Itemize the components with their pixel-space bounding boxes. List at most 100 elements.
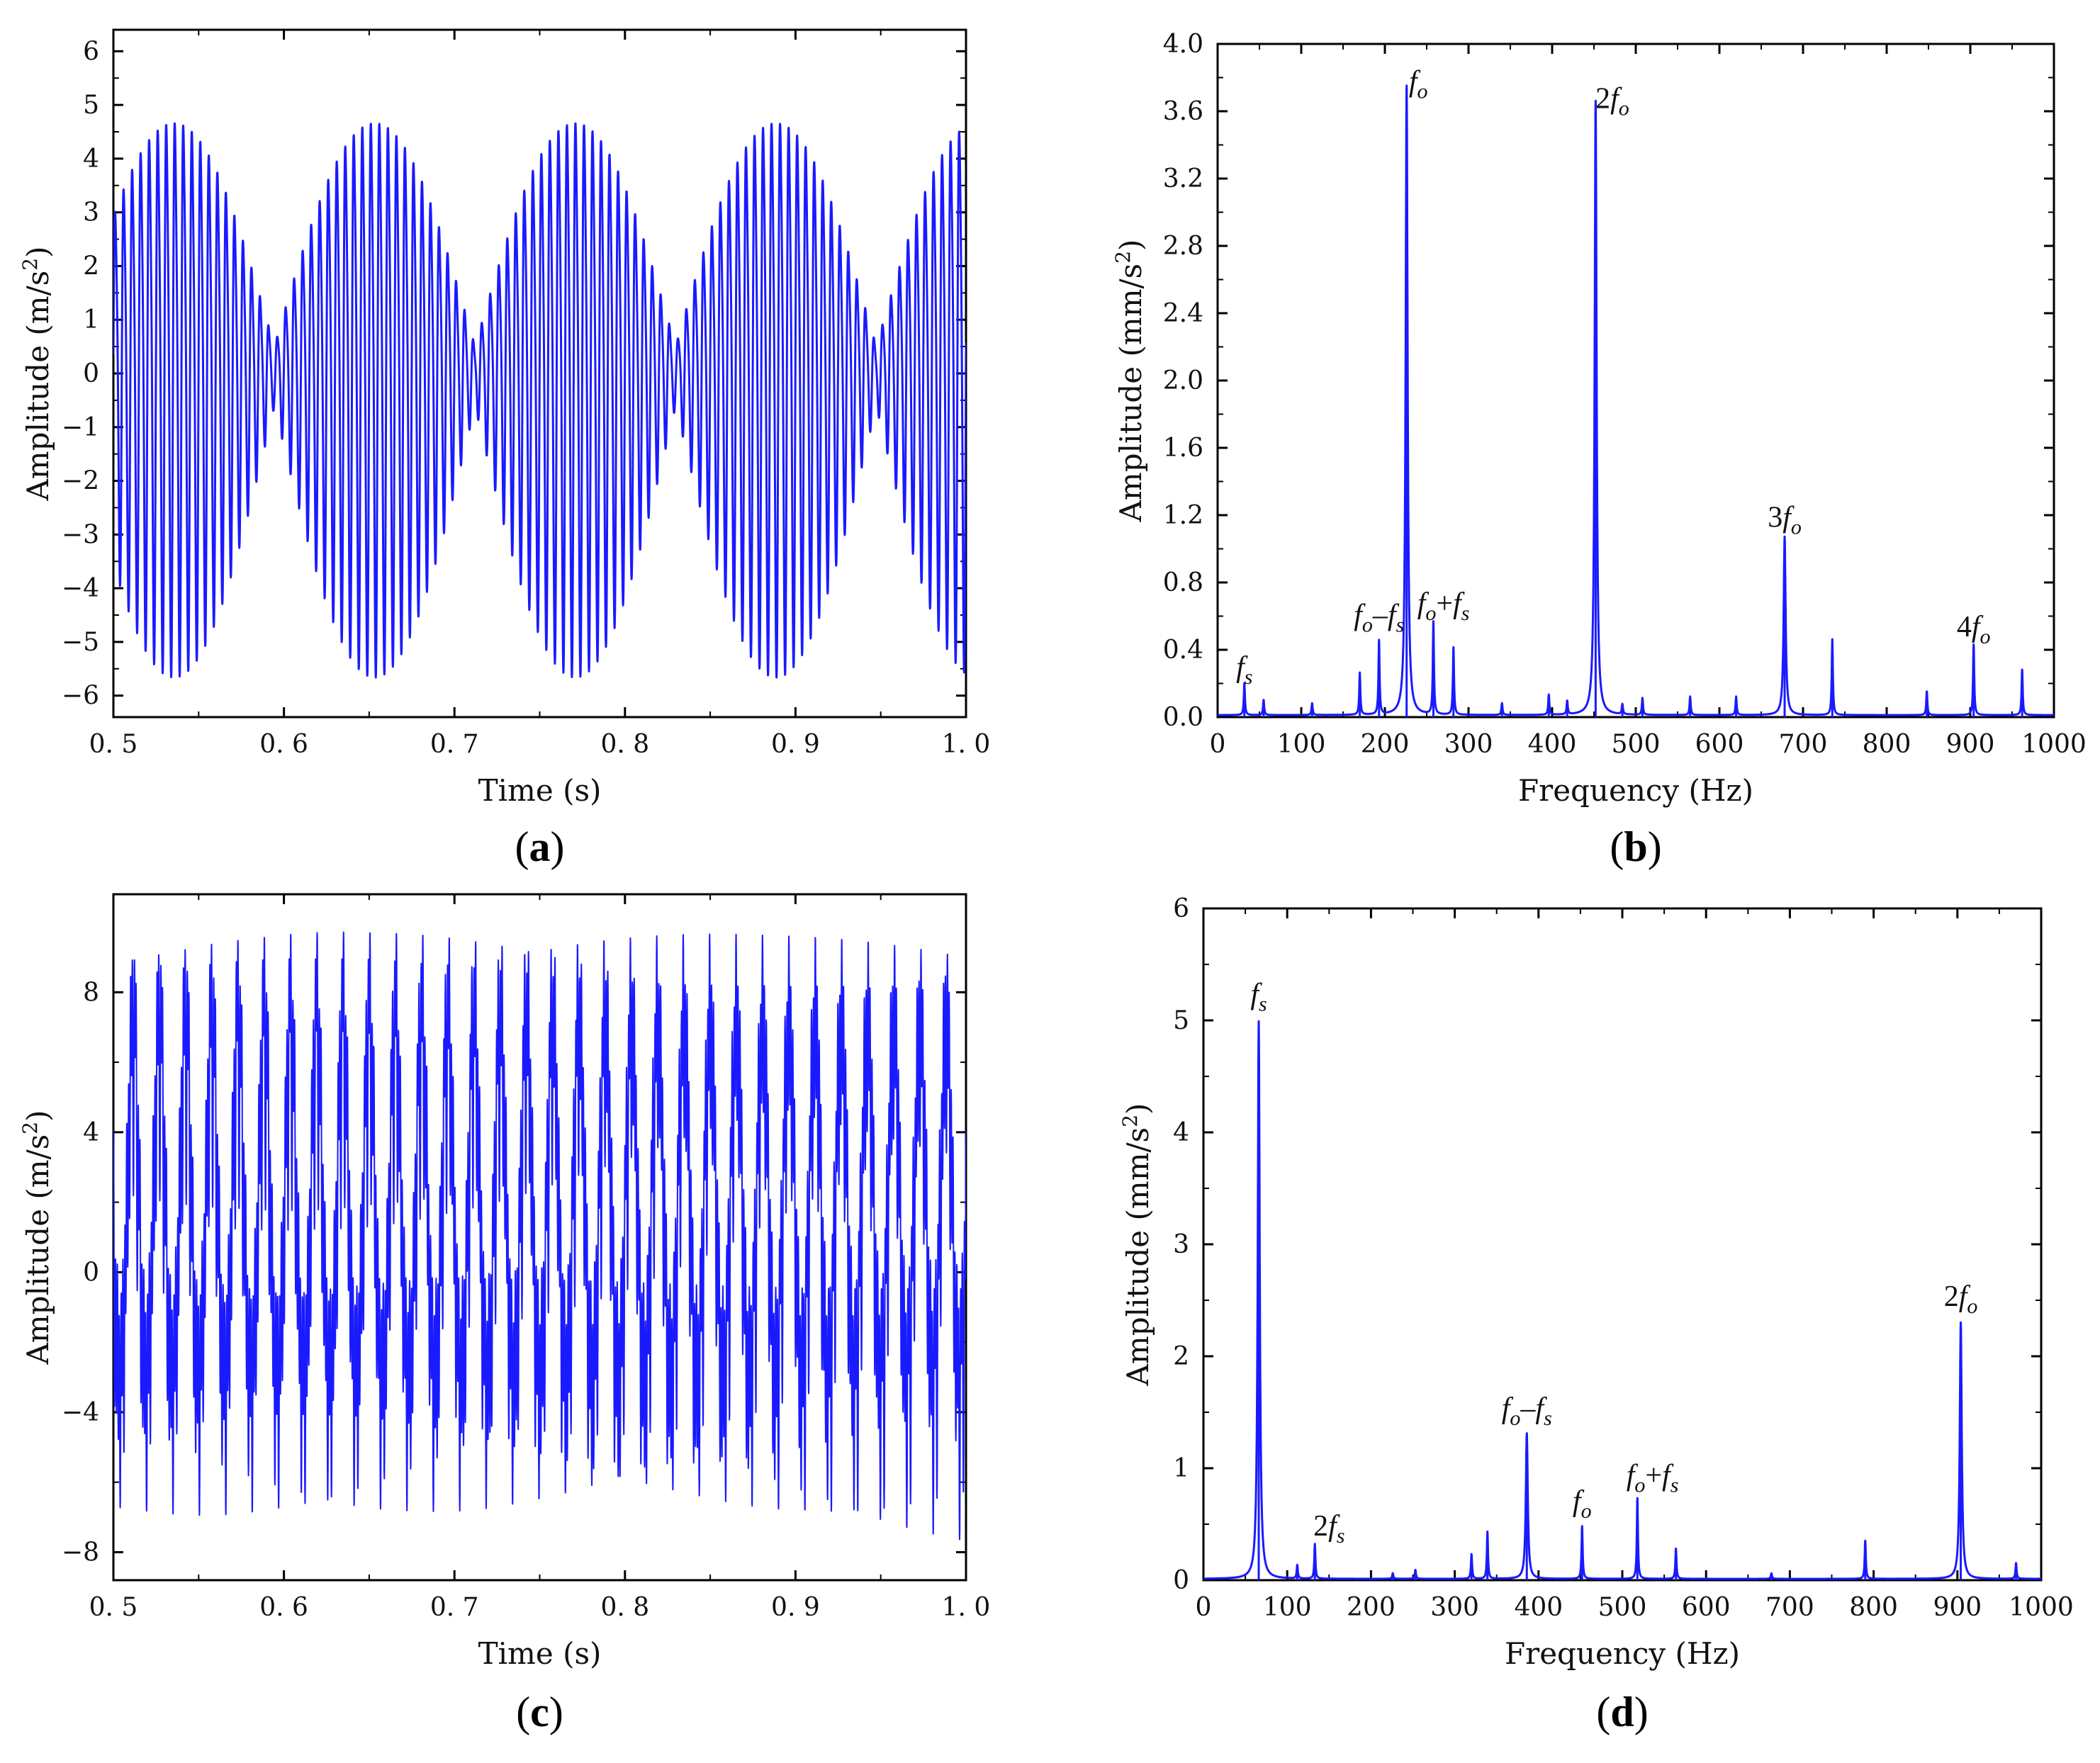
series-line <box>113 122 966 679</box>
annotation-sub: o <box>1417 80 1428 103</box>
x-tick-label: 0 <box>1196 1593 1212 1622</box>
y-tick-label: −1 <box>62 413 99 442</box>
x-axis-label: Time (s) <box>478 773 602 808</box>
x-tick-label: 0 <box>1210 730 1226 759</box>
y-axis-label: Amplitude (m/s2) <box>18 1110 55 1365</box>
y-tick-label: −4 <box>62 1398 99 1427</box>
y-tick-label: 3 <box>83 198 99 227</box>
x-tick-label: 600 <box>1682 1593 1731 1622</box>
y-tick-label: 4 <box>83 1118 99 1147</box>
annotation-op: – <box>1372 599 1388 631</box>
series-line <box>113 931 966 1540</box>
annotation-sub: o <box>1634 1474 1645 1497</box>
y-tick-label: −8 <box>62 1538 99 1567</box>
y-tick-label: 3.2 <box>1163 164 1203 193</box>
plot-frame <box>1202 907 2043 1582</box>
y-axis-label-main: Amplitude (mm/s <box>1121 1127 1155 1387</box>
y-tick-label: −5 <box>62 628 99 657</box>
panel-label-letter: b <box>1624 823 1647 870</box>
chart-panel-a: 0. 5 0. 6 0. 7 0. 8 0. 9 1. 0 −6 −5 −4 −3 −2 −1 0 1 2 3… <box>18 28 991 870</box>
x-tick-label: 1000 <box>2021 730 2087 759</box>
y-tick-label: 8 <box>83 978 99 1007</box>
x-tick-label: 700 <box>1779 730 1828 759</box>
panel-label-letter: c <box>530 1689 549 1735</box>
x-tick-label: 0. 9 <box>771 1593 820 1622</box>
y-tick-label: −2 <box>62 467 99 496</box>
annotation-sub: o <box>1510 1407 1520 1430</box>
x-tick-label: 0. 7 <box>430 1593 479 1622</box>
series-line <box>1203 1020 2041 1580</box>
x-tick-label: 400 <box>1528 730 1577 759</box>
y-axis-label-tail: ) <box>21 246 55 257</box>
x-tick-label: 1. 0 <box>942 730 991 759</box>
y-axis-label-sup: 2 <box>1111 251 1135 264</box>
x-axis-label: Time (s) <box>478 1636 602 1671</box>
annotation-sub: o <box>1619 96 1629 120</box>
panel-label-open: ( <box>515 823 529 870</box>
annotation-sub-2: s <box>1461 602 1470 625</box>
x-tick-label: 300 <box>1430 1593 1479 1622</box>
annotation-op: – <box>1520 1392 1536 1425</box>
x-axis-label: Frequency (Hz) <box>1518 773 1753 808</box>
x-tick-label: 400 <box>1514 1593 1563 1622</box>
peak-annotation: 2fs <box>1313 1510 1344 1548</box>
annotation-sub-2: s <box>1544 1407 1552 1430</box>
panel-label-close: ) <box>1634 1689 1649 1735</box>
y-axis-label-tail: ) <box>21 1110 55 1121</box>
y-tick-label: 2.4 <box>1163 299 1203 328</box>
panel-label-open: ( <box>516 1689 530 1735</box>
x-tick-label: 200 <box>1347 1593 1396 1622</box>
series-line <box>1218 84 2054 716</box>
y-axis-label-main: Amplitude (mm/s <box>1113 264 1148 523</box>
peak-annotation: fo <box>1409 66 1428 103</box>
panel-label-close: ) <box>1648 823 1662 870</box>
y-tick-label: 3.6 <box>1163 97 1203 126</box>
y-tick-label: 0 <box>83 1258 99 1287</box>
peak-annotation: fs <box>1236 651 1252 689</box>
annotation-op: + <box>1436 587 1453 620</box>
y-tick-label: 4 <box>1173 1118 1189 1147</box>
annotation-sub-2: s <box>1396 613 1405 636</box>
y-tick-label: 3 <box>1173 1230 1189 1259</box>
x-tick-label: 100 <box>1263 1593 1312 1622</box>
y-tick-label: 2.8 <box>1163 232 1203 261</box>
y-tick-label: 6 <box>1173 894 1189 923</box>
annotation-sub: o <box>1980 625 1991 648</box>
y-axis-label-sup: 2 <box>1118 1115 1142 1127</box>
annotation-coef: 3 <box>1768 502 1782 534</box>
annotation-sub: o <box>1967 1295 1977 1318</box>
y-tick-label: 1 <box>1173 1454 1189 1483</box>
y-axis-label-sup: 2 <box>18 258 42 271</box>
x-tick-label: 0. 6 <box>259 1593 308 1622</box>
y-axis-label-sup: 2 <box>18 1122 42 1134</box>
x-tick-label: 700 <box>1765 1593 1814 1622</box>
peak-annotation: fo+fs <box>1627 1460 1679 1497</box>
panel-label: (c) <box>516 1689 563 1735</box>
panel-label-close: ) <box>551 823 565 870</box>
annotation-sub: o <box>1581 1499 1592 1523</box>
x-tick-label: 100 <box>1277 730 1326 759</box>
peak-annotation: fo–fs <box>1354 599 1404 636</box>
panel-label-open: ( <box>1596 1689 1610 1735</box>
y-tick-label: 1 <box>83 305 99 334</box>
annotation-sub: o <box>1362 613 1373 636</box>
panel-label-close: ) <box>549 1689 563 1735</box>
peak-annotation: 4fo <box>1957 611 1991 648</box>
panel-label-open: ( <box>1610 823 1624 870</box>
peak-annotation: fo <box>1573 1485 1592 1523</box>
y-tick-label: 2 <box>83 252 99 281</box>
peak-annotation: fo–fs <box>1502 1392 1552 1430</box>
y-tick-label: 1.2 <box>1163 501 1203 530</box>
plot-frame <box>1216 43 2055 719</box>
peak-annotation: 2fo <box>1944 1280 1978 1318</box>
annotation-sub: o <box>1791 516 1802 539</box>
y-tick-label: 4 <box>83 145 99 174</box>
annotation-sub: s <box>1259 992 1267 1015</box>
y-tick-label: 6 <box>83 37 99 66</box>
x-tick-label: 1. 0 <box>942 1593 991 1622</box>
y-axis-label-tail: ) <box>1121 1103 1155 1115</box>
chart-panel-b: 0 100 200 300 400 500 600 700 800 900 1000 0.0 0.4 0.… <box>1111 30 2087 870</box>
annotation-coef: 2 <box>1313 1510 1328 1543</box>
y-tick-label: −4 <box>62 574 99 603</box>
